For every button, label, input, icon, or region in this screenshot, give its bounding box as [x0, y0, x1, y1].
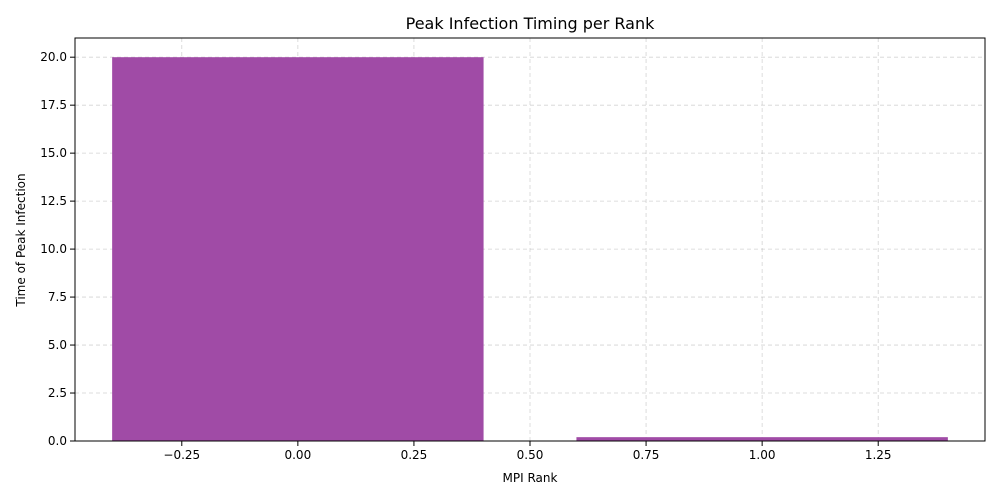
y-tick-label: 5.0: [48, 338, 67, 352]
x-tick-label: 0.75: [633, 448, 660, 462]
y-tick-label: 2.5: [48, 386, 67, 400]
y-tick-label: 0.0: [48, 434, 67, 448]
y-tick-label: 17.5: [40, 98, 67, 112]
x-tick-label: 0.00: [284, 448, 311, 462]
bars: [112, 57, 948, 441]
y-tick-label: 20.0: [40, 50, 67, 64]
y-axis-label: Time of Peak Infection: [14, 173, 28, 307]
x-tick-label: 0.25: [401, 448, 428, 462]
x-tick-label: 1.25: [865, 448, 892, 462]
x-tick-label: 0.50: [517, 448, 544, 462]
x-tick-label: −0.25: [163, 448, 200, 462]
bar-rank-0: [112, 57, 484, 441]
chart-title: Peak Infection Timing per Rank: [406, 14, 655, 33]
y-tick-label: 7.5: [48, 290, 67, 304]
bar-rank-1: [576, 437, 948, 441]
x-axis-label: MPI Rank: [503, 471, 558, 485]
y-axis-ticks: 0.0 2.5 5.0 7.5 10.0 12.5 15.0 17.5 20.0: [40, 50, 75, 448]
y-tick-label: 15.0: [40, 146, 67, 160]
x-tick-label: 1.00: [749, 448, 776, 462]
y-tick-label: 10.0: [40, 242, 67, 256]
x-axis-ticks: −0.25 0.00 0.25 0.50 0.75 1.00 1.25: [163, 441, 892, 462]
grid: [75, 38, 985, 442]
y-tick-label: 12.5: [40, 194, 67, 208]
